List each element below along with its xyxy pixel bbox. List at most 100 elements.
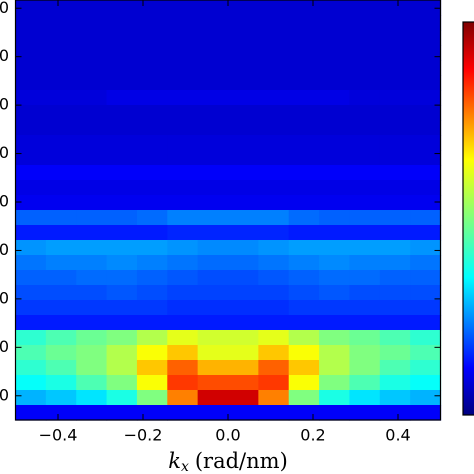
heat-cell	[349, 255, 381, 271]
heat-cell	[15, 285, 47, 301]
heat-cell	[106, 165, 138, 181]
heat-cell	[45, 285, 77, 301]
heat-cell	[410, 30, 442, 46]
heat-cell	[410, 270, 442, 286]
heat-cell	[410, 405, 442, 421]
heat-cell	[258, 165, 290, 181]
heat-cell	[319, 0, 351, 16]
heat-cell	[410, 120, 442, 136]
heat-cell	[228, 300, 259, 316]
heat-cell	[410, 375, 442, 391]
heat-cell	[319, 345, 351, 361]
heat-cell	[258, 105, 290, 121]
heat-cell	[15, 315, 47, 331]
heat-cell	[379, 405, 411, 421]
heat-cell	[106, 180, 138, 196]
heat-cell	[410, 345, 442, 361]
heat-cell	[258, 180, 290, 196]
heat-cell	[76, 330, 108, 346]
heat-cell	[228, 135, 259, 151]
heat-cell	[45, 135, 77, 151]
y-tick-label: 0	[0, 240, 9, 259]
heat-cell	[197, 390, 229, 406]
heat-cell	[45, 255, 77, 271]
heat-cell	[349, 75, 381, 91]
y-tick-label: 0	[0, 46, 9, 65]
heat-cell	[319, 45, 351, 61]
heat-cell	[379, 45, 411, 61]
heat-cell	[197, 0, 229, 16]
heat-cell	[197, 90, 229, 106]
heat-cell	[15, 180, 47, 196]
heat-cell	[228, 225, 259, 241]
heat-cell	[410, 315, 442, 331]
heat-cell	[45, 90, 77, 106]
y-tick-label: 0	[0, 95, 9, 114]
heat-cell	[258, 240, 290, 256]
heat-cell	[45, 15, 77, 31]
heat-cell	[76, 45, 108, 61]
heat-cell	[167, 135, 199, 151]
heat-cell	[167, 345, 199, 361]
heat-cell	[288, 300, 320, 316]
heat-cell	[197, 225, 229, 241]
heat-cell	[288, 345, 320, 361]
heat-cell	[15, 30, 47, 46]
heat-cell	[349, 285, 381, 301]
heat-cell	[410, 180, 442, 196]
heat-cell	[45, 390, 77, 406]
heat-cell	[288, 60, 320, 76]
heat-cell	[379, 300, 411, 316]
heat-cell	[379, 195, 411, 211]
heat-cell	[45, 30, 77, 46]
heat-cell	[349, 45, 381, 61]
heat-cell	[197, 240, 229, 256]
x-tick-label: 0.2	[300, 426, 325, 445]
heat-cell	[258, 285, 290, 301]
heat-cell	[15, 225, 47, 241]
heat-cell	[258, 255, 290, 271]
heat-cell	[410, 105, 442, 121]
heat-cell	[106, 120, 138, 136]
heat-cell	[379, 90, 411, 106]
heat-cell	[76, 345, 108, 361]
heat-cell	[258, 375, 290, 391]
heat-cell	[410, 330, 442, 346]
heat-cell	[15, 300, 47, 316]
heat-cell	[136, 120, 168, 136]
heat-cell	[197, 285, 229, 301]
heat-cell	[197, 405, 229, 421]
heat-cell	[76, 285, 108, 301]
heat-cell	[319, 150, 351, 166]
heat-cell	[319, 315, 351, 331]
heat-cell	[167, 255, 199, 271]
heat-cell	[136, 15, 168, 31]
heat-cell	[319, 75, 351, 91]
heat-cell	[288, 375, 320, 391]
heat-cell	[349, 330, 381, 346]
heat-cell	[45, 270, 77, 286]
heat-cell	[349, 345, 381, 361]
heat-cell	[45, 225, 77, 241]
heat-cell	[288, 360, 320, 376]
heat-cell	[76, 90, 108, 106]
heat-cell	[410, 0, 442, 16]
heat-cell	[106, 150, 138, 166]
heat-cell	[197, 360, 229, 376]
heat-cell	[258, 195, 290, 211]
heat-cell	[76, 120, 108, 136]
heat-cell	[15, 390, 47, 406]
heat-cell	[106, 375, 138, 391]
y-tick-label: 0	[0, 0, 9, 17]
heat-cell	[228, 165, 259, 181]
heat-cell	[288, 105, 320, 121]
heat-cell	[167, 225, 199, 241]
heat-cell	[288, 255, 320, 271]
heat-cell	[106, 240, 138, 256]
heat-cell	[379, 30, 411, 46]
heat-cell	[167, 240, 199, 256]
heat-cell	[410, 390, 442, 406]
y-tick-label: 0	[0, 192, 9, 211]
heat-cell	[319, 375, 351, 391]
heat-cell	[228, 105, 259, 121]
